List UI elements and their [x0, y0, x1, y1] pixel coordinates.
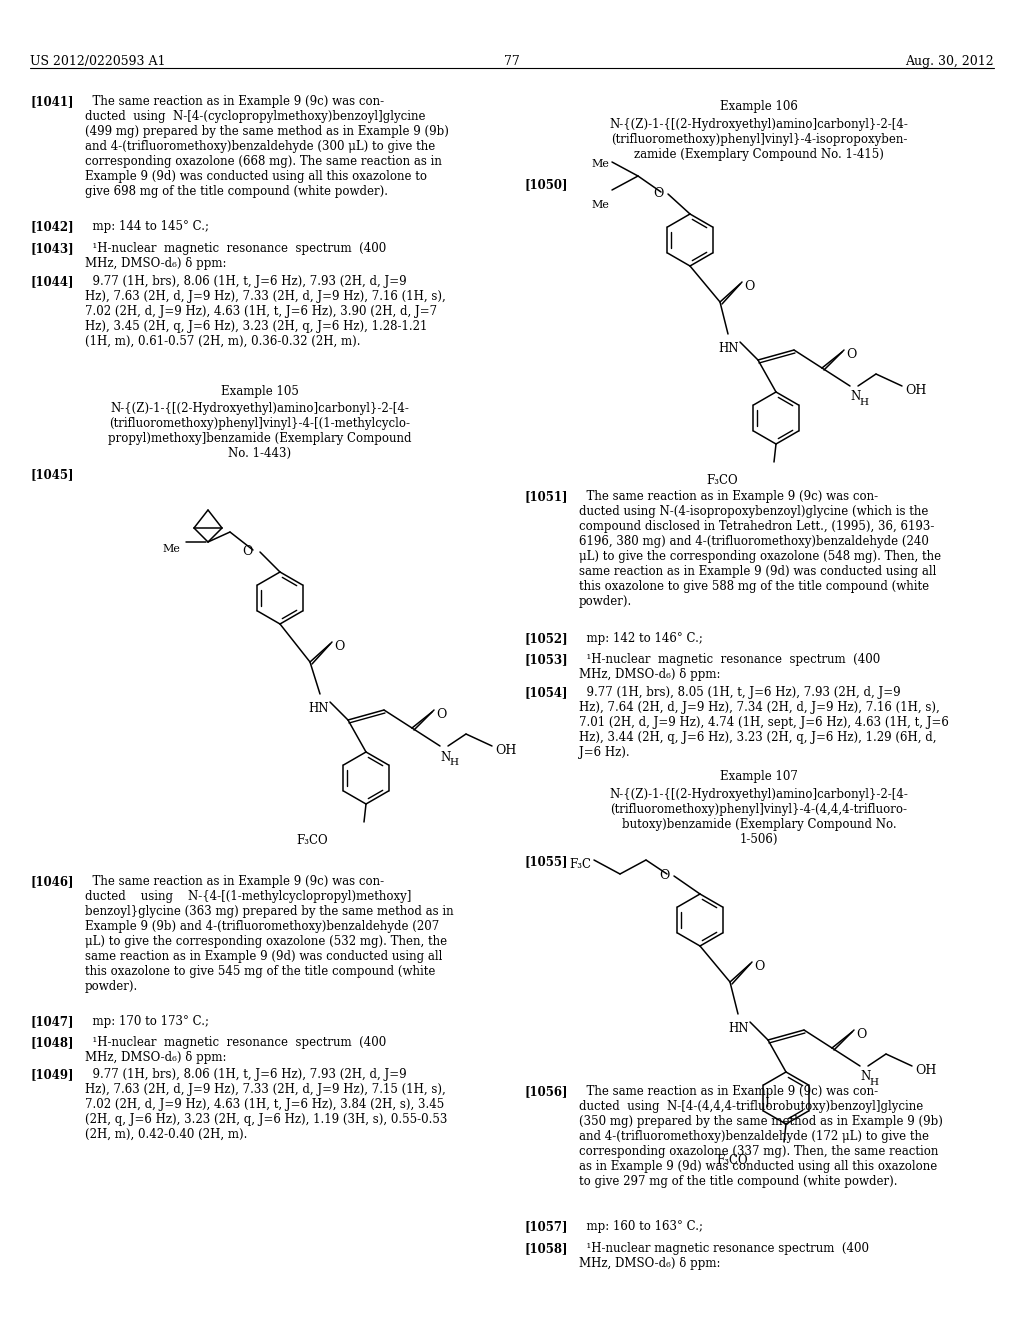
Text: O: O	[856, 1028, 866, 1041]
Text: ¹H-nuclear magnetic resonance spectrum  (400
MHz, DMSO-d₆) δ ppm:: ¹H-nuclear magnetic resonance spectrum (…	[579, 1242, 869, 1270]
Text: N-{(Z)-1-{[(2-Hydroxyethyl)amino]carbonyl}-2-[4-
(trifluoromethoxy)phenyl]vinyl}: N-{(Z)-1-{[(2-Hydroxyethyl)amino]carbony…	[609, 117, 908, 161]
Text: ¹H-nuclear  magnetic  resonance  spectrum  (400
MHz, DMSO-d₆) δ ppm:: ¹H-nuclear magnetic resonance spectrum (…	[85, 1036, 386, 1064]
Text: Example 107: Example 107	[720, 770, 798, 783]
Text: [1050]: [1050]	[524, 178, 567, 191]
Text: Aug. 30, 2012: Aug. 30, 2012	[905, 55, 994, 69]
Text: The same reaction as in Example 9 (9c) was con-
ducted  using  N-[4-(4,4,4-trifl: The same reaction as in Example 9 (9c) w…	[579, 1085, 943, 1188]
Text: [1054]: [1054]	[524, 686, 567, 700]
Text: Example 105: Example 105	[221, 385, 299, 399]
Text: mp: 170 to 173° C.;: mp: 170 to 173° C.;	[85, 1015, 209, 1028]
Text: 9.77 (1H, brs), 8.06 (1H, t, J=6 Hz), 7.93 (2H, d, J=9
Hz), 7.63 (2H, d, J=9 Hz): 9.77 (1H, brs), 8.06 (1H, t, J=6 Hz), 7.…	[85, 1068, 447, 1140]
Text: N: N	[860, 1071, 870, 1082]
Text: [1056]: [1056]	[524, 1085, 567, 1098]
Text: H: H	[869, 1078, 878, 1086]
Text: Example 106: Example 106	[720, 100, 798, 114]
Text: O: O	[243, 545, 253, 558]
Text: 77: 77	[504, 55, 520, 69]
Text: [1058]: [1058]	[524, 1242, 567, 1255]
Text: 9.77 (1H, brs), 8.06 (1H, t, J=6 Hz), 7.93 (2H, d, J=9
Hz), 7.63 (2H, d, J=9 Hz): 9.77 (1H, brs), 8.06 (1H, t, J=6 Hz), 7.…	[85, 275, 445, 348]
Text: mp: 142 to 146° C.;: mp: 142 to 146° C.;	[579, 632, 702, 645]
Text: [1053]: [1053]	[524, 653, 567, 667]
Text: OH: OH	[495, 744, 516, 756]
Text: Me: Me	[162, 544, 180, 554]
Text: [1042]: [1042]	[30, 220, 74, 234]
Text: F₃CO: F₃CO	[717, 1154, 748, 1167]
Text: [1045]: [1045]	[30, 469, 74, 480]
Text: [1052]: [1052]	[524, 632, 567, 645]
Text: The same reaction as in Example 9 (9c) was con-
ducted  using  N-[4-(cyclopropyl: The same reaction as in Example 9 (9c) w…	[85, 95, 449, 198]
Text: O: O	[744, 280, 755, 293]
Text: US 2012/0220593 A1: US 2012/0220593 A1	[30, 55, 166, 69]
Text: ¹H-nuclear  magnetic  resonance  spectrum  (400
MHz, DMSO-d₆) δ ppm:: ¹H-nuclear magnetic resonance spectrum (…	[579, 653, 881, 681]
Text: 9.77 (1H, brs), 8.05 (1H, t, J=6 Hz), 7.93 (2H, d, J=9
Hz), 7.64 (2H, d, J=9 Hz): 9.77 (1H, brs), 8.05 (1H, t, J=6 Hz), 7.…	[579, 686, 949, 759]
Text: [1055]: [1055]	[524, 855, 567, 869]
Text: N: N	[440, 751, 451, 764]
Text: Me: Me	[591, 201, 609, 210]
Text: F₃CO: F₃CO	[707, 474, 738, 487]
Text: OH: OH	[915, 1064, 936, 1077]
Text: H: H	[859, 399, 868, 407]
Text: The same reaction as in Example 9 (9c) was con-
ducted    using    N-{4-[(1-meth: The same reaction as in Example 9 (9c) w…	[85, 875, 454, 993]
Text: H: H	[449, 758, 458, 767]
Text: Me: Me	[591, 158, 609, 169]
Text: mp: 160 to 163° C.;: mp: 160 to 163° C.;	[579, 1220, 703, 1233]
Text: N-{(Z)-1-{[(2-Hydroxyethyl)amino]carbonyl}-2-[4-
(trifluoromethoxy)phenyl]vinyl}: N-{(Z)-1-{[(2-Hydroxyethyl)amino]carbony…	[609, 788, 908, 846]
Text: O: O	[659, 869, 670, 882]
Text: HN: HN	[308, 702, 329, 715]
Text: HN: HN	[728, 1022, 749, 1035]
Text: [1041]: [1041]	[30, 95, 74, 108]
Text: [1051]: [1051]	[524, 490, 567, 503]
Text: [1057]: [1057]	[524, 1220, 567, 1233]
Text: O: O	[754, 960, 764, 973]
Text: [1048]: [1048]	[30, 1036, 74, 1049]
Text: N: N	[850, 389, 860, 403]
Text: [1043]: [1043]	[30, 242, 74, 255]
Text: F₃C: F₃C	[569, 858, 591, 871]
Text: O: O	[436, 708, 446, 721]
Text: O: O	[653, 187, 664, 201]
Text: [1047]: [1047]	[30, 1015, 74, 1028]
Text: N-{(Z)-1-{[(2-Hydroxyethyl)amino]carbonyl}-2-[4-
(trifluoromethoxy)phenyl]vinyl}: N-{(Z)-1-{[(2-Hydroxyethyl)amino]carbony…	[109, 403, 412, 459]
Text: F₃CO: F₃CO	[296, 834, 328, 847]
Text: [1049]: [1049]	[30, 1068, 74, 1081]
Text: ¹H-nuclear  magnetic  resonance  spectrum  (400
MHz, DMSO-d₆) δ ppm:: ¹H-nuclear magnetic resonance spectrum (…	[85, 242, 386, 271]
Text: OH: OH	[905, 384, 927, 397]
Text: mp: 144 to 145° C.;: mp: 144 to 145° C.;	[85, 220, 209, 234]
Text: O: O	[334, 640, 344, 653]
Text: The same reaction as in Example 9 (9c) was con-
ducted using N-(4-isopropoxybenz: The same reaction as in Example 9 (9c) w…	[579, 490, 941, 609]
Text: [1044]: [1044]	[30, 275, 74, 288]
Text: O: O	[846, 348, 856, 360]
Text: [1046]: [1046]	[30, 875, 74, 888]
Text: HN: HN	[718, 342, 738, 355]
